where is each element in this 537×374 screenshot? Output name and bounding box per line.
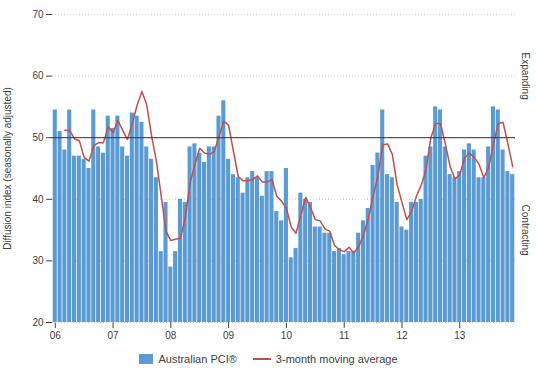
html-text:3-month moving average: 3-month moving average [275,353,398,365]
svg-text:Contracting: Contracting [520,205,531,256]
svg-text:07: 07 [107,330,119,341]
svg-text:11: 11 [339,330,350,341]
svg-text:08: 08 [165,330,177,341]
svg-text:Expanding: Expanding [520,52,531,99]
svg-text:10: 10 [281,330,293,341]
svg-text:30: 30 [32,255,44,266]
svg-text:Diffusion index (seasonally ad: Diffusion index (seasonally adjusted) [2,87,13,250]
svg-text:13: 13 [454,330,466,341]
svg-text:09: 09 [223,330,235,341]
svg-text:50: 50 [32,132,44,143]
svg-text:70: 70 [32,9,44,20]
svg-text:12: 12 [396,330,408,341]
svg-text:40: 40 [32,194,44,205]
svg-text:20: 20 [32,317,44,328]
svg-text:06: 06 [50,330,62,341]
html-text:Australian PCI®: Australian PCI® [158,353,237,365]
svg-text:60: 60 [32,70,44,81]
